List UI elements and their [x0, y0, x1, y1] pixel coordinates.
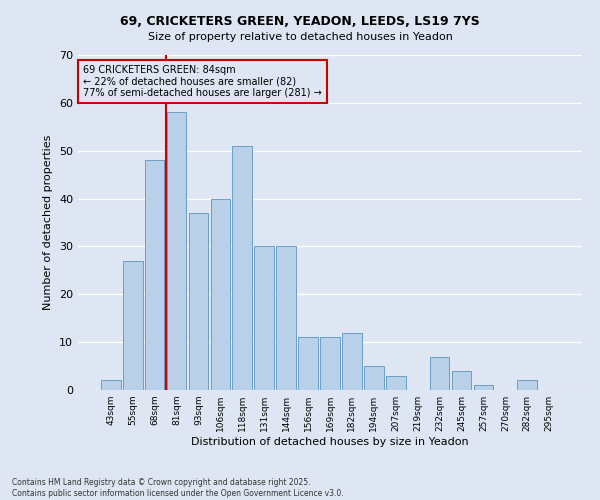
- Bar: [276, 246, 296, 390]
- Bar: [364, 366, 384, 390]
- Bar: [386, 376, 406, 390]
- Text: 69, CRICKETERS GREEN, YEADON, LEEDS, LS19 7YS: 69, CRICKETERS GREEN, YEADON, LEEDS, LS1…: [120, 15, 480, 28]
- Bar: [298, 338, 318, 390]
- Bar: [517, 380, 537, 390]
- Bar: [167, 112, 187, 390]
- Bar: [342, 332, 362, 390]
- Bar: [101, 380, 121, 390]
- Bar: [123, 261, 143, 390]
- X-axis label: Distribution of detached houses by size in Yeadon: Distribution of detached houses by size …: [191, 437, 469, 447]
- Bar: [473, 385, 493, 390]
- Bar: [188, 213, 208, 390]
- Bar: [452, 371, 472, 390]
- Text: 69 CRICKETERS GREEN: 84sqm
← 22% of detached houses are smaller (82)
77% of semi: 69 CRICKETERS GREEN: 84sqm ← 22% of deta…: [83, 65, 322, 98]
- Bar: [430, 356, 449, 390]
- Text: Contains HM Land Registry data © Crown copyright and database right 2025.
Contai: Contains HM Land Registry data © Crown c…: [12, 478, 344, 498]
- Bar: [211, 198, 230, 390]
- Y-axis label: Number of detached properties: Number of detached properties: [43, 135, 53, 310]
- Bar: [254, 246, 274, 390]
- Bar: [232, 146, 252, 390]
- Bar: [320, 338, 340, 390]
- Text: Size of property relative to detached houses in Yeadon: Size of property relative to detached ho…: [148, 32, 452, 42]
- Bar: [145, 160, 164, 390]
